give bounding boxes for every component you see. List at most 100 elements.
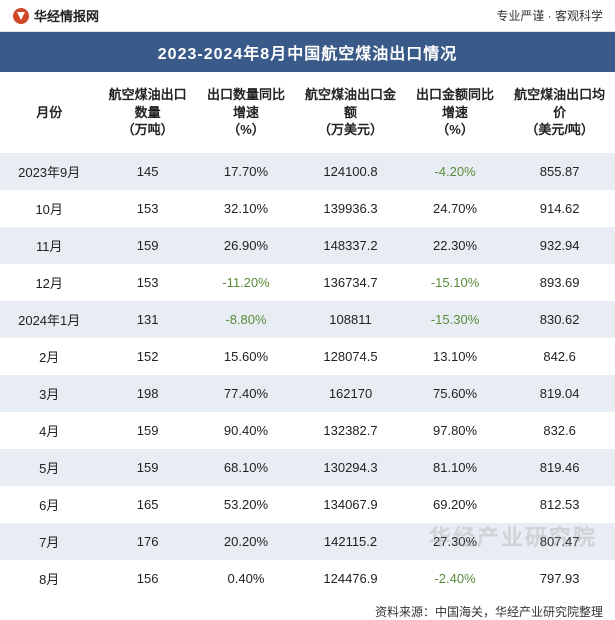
tagline: 专业严谨 · 客观科学 (496, 7, 603, 24)
cell-qty: 131 (98, 301, 196, 338)
table-row: 12月153-11.20%136734.7-15.10%893.69 (0, 264, 615, 301)
cell-qty: 159 (98, 449, 196, 486)
table-row: 3月19877.40%16217075.60%819.04 (0, 375, 615, 412)
cell-price: 842.6 (504, 338, 615, 375)
cell-month: 4月 (0, 412, 98, 449)
cell-qty: 145 (98, 153, 196, 190)
cell-amt: 136734.7 (295, 264, 406, 301)
cell-month: 3月 (0, 375, 98, 412)
cell-amt-yoy: -2.40% (406, 560, 504, 597)
cell-amt-yoy: -15.10% (406, 264, 504, 301)
cell-amt: 148337.2 (295, 227, 406, 264)
cell-amt-yoy: -4.20% (406, 153, 504, 190)
cell-amt-yoy: 27.30% (406, 523, 504, 560)
table-row: 6月16553.20%134067.969.20%812.53 (0, 486, 615, 523)
cell-qty-yoy: 32.10% (197, 190, 295, 227)
table-row: 10月15332.10%139936.324.70%914.62 (0, 190, 615, 227)
cell-qty: 159 (98, 412, 196, 449)
cell-qty: 165 (98, 486, 196, 523)
cell-qty: 198 (98, 375, 196, 412)
cell-month: 10月 (0, 190, 98, 227)
cell-qty: 152 (98, 338, 196, 375)
cell-amt: 162170 (295, 375, 406, 412)
cell-amt: 128074.5 (295, 338, 406, 375)
table-row: 4月15990.40%132382.797.80%832.6 (0, 412, 615, 449)
cell-qty-yoy: 68.10% (197, 449, 295, 486)
cell-qty-yoy: 77.40% (197, 375, 295, 412)
col-header-5: 航空煤油出口均价（美元/吨） (504, 72, 615, 153)
cell-amt-yoy: 81.10% (406, 449, 504, 486)
cell-month: 2024年1月 (0, 301, 98, 338)
cell-amt-yoy: 13.10% (406, 338, 504, 375)
brand-icon (12, 7, 30, 25)
cell-month: 6月 (0, 486, 98, 523)
cell-month: 7月 (0, 523, 98, 560)
cell-month: 11月 (0, 227, 98, 264)
cell-amt: 130294.3 (295, 449, 406, 486)
table-row: 2月15215.60%128074.513.10%842.6 (0, 338, 615, 375)
cell-price: 932.94 (504, 227, 615, 264)
data-table: 月份航空煤油出口数量（万吨）出口数量同比增速（%）航空煤油出口金额（万美元）出口… (0, 72, 615, 597)
col-header-0: 月份 (0, 72, 98, 153)
cell-qty-yoy: 0.40% (197, 560, 295, 597)
cell-price: 855.87 (504, 153, 615, 190)
cell-qty-yoy: 53.20% (197, 486, 295, 523)
cell-amt: 134067.9 (295, 486, 406, 523)
cell-amt-yoy: -15.30% (406, 301, 504, 338)
cell-qty-yoy: -11.20% (197, 264, 295, 301)
cell-qty-yoy: -8.80% (197, 301, 295, 338)
col-header-3: 航空煤油出口金额（万美元） (295, 72, 406, 153)
table-row: 2024年1月131-8.80%108811-15.30%830.62 (0, 301, 615, 338)
table-row: 8月1560.40%124476.9-2.40%797.93 (0, 560, 615, 597)
cell-qty-yoy: 90.40% (197, 412, 295, 449)
table-row: 2023年9月14517.70%124100.8-4.20%855.87 (0, 153, 615, 190)
source-text: 资料来源：中国海关，华经产业研究院整理 (0, 597, 615, 620)
cell-amt: 142115.2 (295, 523, 406, 560)
cell-price: 819.46 (504, 449, 615, 486)
cell-qty: 159 (98, 227, 196, 264)
cell-amt: 139936.3 (295, 190, 406, 227)
cell-amt-yoy: 97.80% (406, 412, 504, 449)
page-title: 2023-2024年8月中国航空煤油出口情况 (0, 32, 615, 72)
cell-amt-yoy: 22.30% (406, 227, 504, 264)
cell-month: 5月 (0, 449, 98, 486)
cell-month: 8月 (0, 560, 98, 597)
cell-month: 2023年9月 (0, 153, 98, 190)
col-header-2: 出口数量同比增速（%） (197, 72, 295, 153)
cell-price: 914.62 (504, 190, 615, 227)
cell-qty-yoy: 17.70% (197, 153, 295, 190)
cell-qty: 153 (98, 264, 196, 301)
cell-month: 2月 (0, 338, 98, 375)
cell-price: 832.6 (504, 412, 615, 449)
cell-price: 819.04 (504, 375, 615, 412)
brand-name: 华经情报网 (34, 6, 99, 25)
cell-qty-yoy: 15.60% (197, 338, 295, 375)
cell-qty: 153 (98, 190, 196, 227)
brand: 华经情报网 (12, 6, 99, 25)
cell-qty-yoy: 26.90% (197, 227, 295, 264)
table-row: 5月15968.10%130294.381.10%819.46 (0, 449, 615, 486)
cell-qty: 156 (98, 560, 196, 597)
table-row: 11月15926.90%148337.222.30%932.94 (0, 227, 615, 264)
col-header-1: 航空煤油出口数量（万吨） (98, 72, 196, 153)
cell-amt-yoy: 69.20% (406, 486, 504, 523)
cell-price: 830.62 (504, 301, 615, 338)
cell-price: 812.53 (504, 486, 615, 523)
cell-amt: 108811 (295, 301, 406, 338)
cell-qty: 176 (98, 523, 196, 560)
cell-price: 893.69 (504, 264, 615, 301)
cell-price: 807.47 (504, 523, 615, 560)
cell-amt: 124476.9 (295, 560, 406, 597)
cell-price: 797.93 (504, 560, 615, 597)
cell-qty-yoy: 20.20% (197, 523, 295, 560)
table-row: 7月17620.20%142115.227.30%807.47 (0, 523, 615, 560)
cell-amt: 132382.7 (295, 412, 406, 449)
data-table-wrap: 月份航空煤油出口数量（万吨）出口数量同比增速（%）航空煤油出口金额（万美元）出口… (0, 72, 615, 597)
topbar: 华经情报网 专业严谨 · 客观科学 (0, 0, 615, 32)
cell-month: 12月 (0, 264, 98, 301)
table-header-row: 月份航空煤油出口数量（万吨）出口数量同比增速（%）航空煤油出口金额（万美元）出口… (0, 72, 615, 153)
col-header-4: 出口金额同比增速（%） (406, 72, 504, 153)
cell-amt: 124100.8 (295, 153, 406, 190)
cell-amt-yoy: 24.70% (406, 190, 504, 227)
cell-amt-yoy: 75.60% (406, 375, 504, 412)
